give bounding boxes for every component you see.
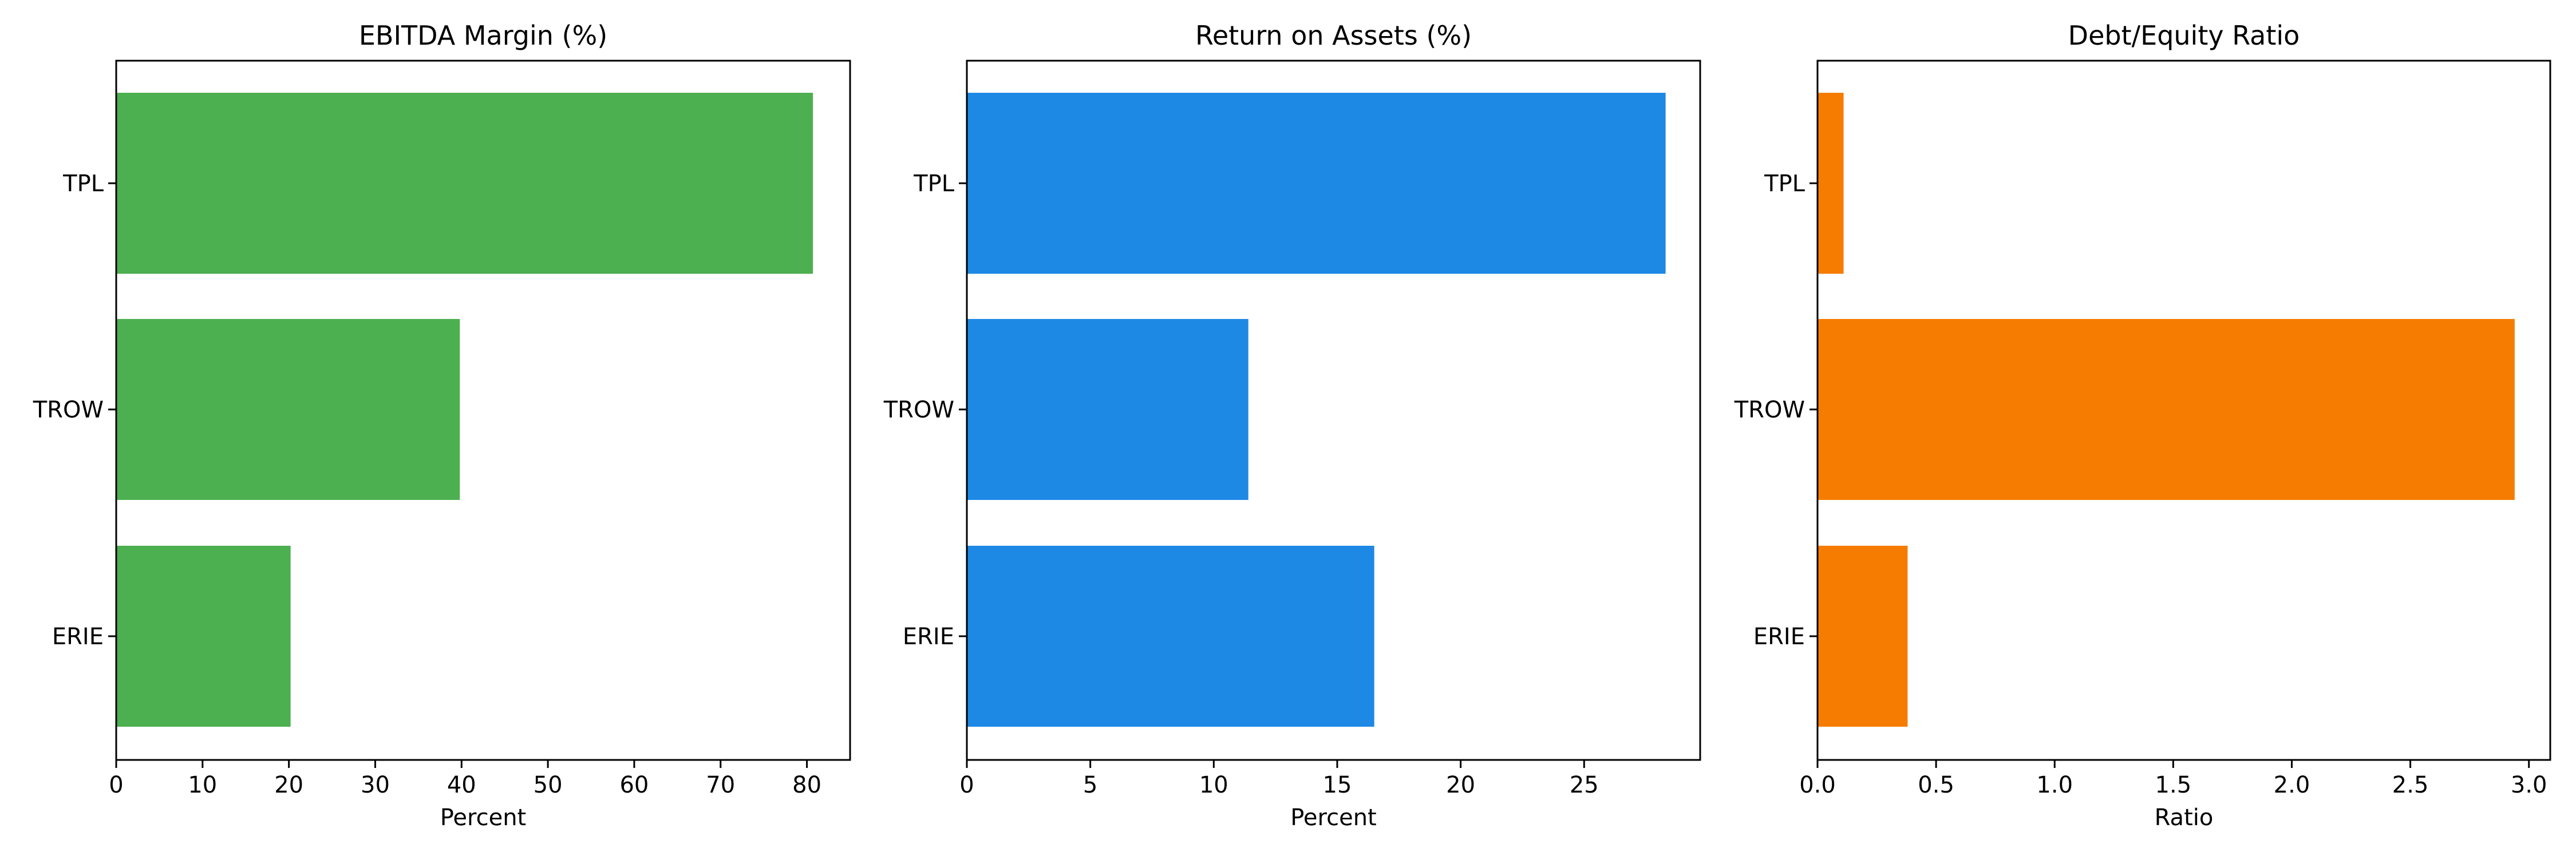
y-tick-label: TPL — [913, 171, 955, 197]
bar-tpl — [116, 93, 813, 274]
x-tick-label: 80 — [792, 772, 821, 798]
x-tick-label: 2.0 — [2274, 772, 2310, 798]
chart-panel-1: EBITDA Margin (%) TPL TROW ERIE 0 10 20 30 40 50 6… — [33, 20, 851, 831]
x-tick-label: 50 — [534, 772, 563, 798]
y-tick-label: ERIE — [1753, 624, 1805, 650]
x-tick-label: 25 — [1570, 772, 1599, 798]
chart-title: Return on Assets (%) — [1195, 20, 1472, 51]
y-tick-label: TPL — [1764, 171, 1805, 197]
x-axis-label: Ratio — [2155, 805, 2214, 831]
x-tick-label: 60 — [619, 772, 649, 798]
x-tick-label: 15 — [1323, 772, 1352, 798]
x-tick-label: 20 — [274, 772, 303, 798]
bar-erie — [116, 546, 291, 727]
bar-tpl — [1818, 93, 1844, 274]
chart-title: Debt/Equity Ratio — [2068, 20, 2300, 51]
bar-trow — [1818, 319, 2515, 500]
x-tick-label: 10 — [188, 772, 217, 798]
x-tick-label: 0.5 — [1918, 772, 1954, 798]
bar-erie — [1818, 546, 1908, 727]
chart-title: EBITDA Margin (%) — [359, 20, 607, 51]
chart-panel-3: Debt/Equity Ratio TPL TROW ERIE 0.0 0.5 1.0 1.5… — [1734, 20, 2551, 831]
y-tick-label: ERIE — [903, 624, 954, 650]
x-tick-label: 70 — [706, 772, 735, 798]
x-tick-label: 0 — [109, 772, 123, 798]
x-tick-label: 20 — [1446, 772, 1475, 798]
y-tick-label: TROW — [883, 397, 954, 423]
bar-trow — [967, 319, 1249, 500]
x-tick-label: 10 — [1199, 772, 1228, 798]
x-axis-label: Percent — [1290, 805, 1377, 831]
bar-trow — [116, 319, 460, 500]
x-tick-label: 40 — [447, 772, 476, 798]
x-axis-label: Percent — [440, 805, 527, 831]
x-tick-label: 0.0 — [1799, 772, 1836, 798]
bar-erie — [967, 546, 1374, 727]
chart-panel-2: Return on Assets (%) TPL TROW ERIE 0 5 10 15 20 2… — [883, 20, 1701, 831]
y-tick-label: TROW — [33, 397, 104, 423]
x-tick-label: 1.0 — [2036, 772, 2073, 798]
x-tick-label: 30 — [361, 772, 390, 798]
y-tick-label: ERIE — [52, 624, 104, 650]
x-tick-label: 2.5 — [2392, 772, 2429, 798]
x-tick-label: 3.0 — [2511, 772, 2547, 798]
y-tick-label: TROW — [1734, 397, 1805, 423]
y-tick-label: TPL — [62, 171, 104, 197]
x-tick-label: 1.5 — [2155, 772, 2192, 798]
bar-tpl — [967, 93, 1666, 274]
x-tick-label: 5 — [1083, 772, 1097, 798]
x-tick-label: 0 — [959, 772, 974, 798]
